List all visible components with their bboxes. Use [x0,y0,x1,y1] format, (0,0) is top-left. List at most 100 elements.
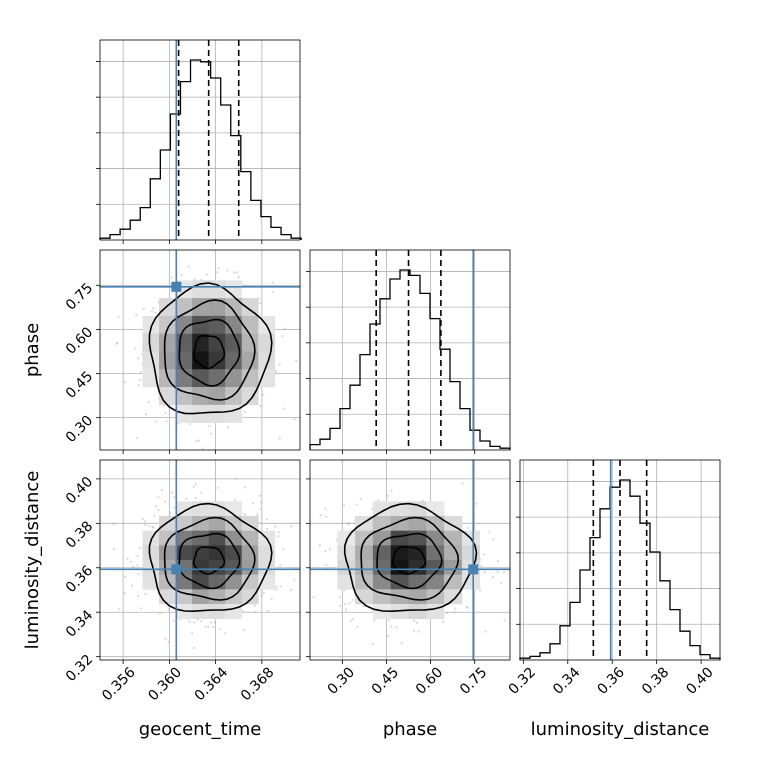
sample-point [243,512,246,516]
sample-point [194,482,197,486]
density-cell [208,604,226,619]
xaxis-label-phase: phase [383,719,437,740]
sample-point [373,619,376,622]
axes-frame-0-0 [99,39,301,241]
density-cell [142,545,160,561]
sample-point [265,527,269,531]
sample-point [503,619,506,622]
density-cell [208,280,226,299]
xtick-label-phase: 0.45 [369,664,402,697]
density-cell [225,545,243,561]
density-cell [258,351,276,370]
sample-point [194,497,198,500]
sample-point [325,563,328,567]
density-cell [192,560,209,575]
sample-point [136,594,140,598]
sample-point [389,625,393,628]
sample-point [343,589,346,592]
sample-point [180,273,183,277]
density-cell [159,333,176,352]
sample-point [278,437,281,440]
sample-point [188,620,192,624]
density-cell [208,387,226,406]
truth-marker [171,281,182,292]
ytick-label-luminosity_distance: 0.40 [63,474,96,507]
sample-point [466,606,469,610]
sample-point [344,602,347,606]
sample-point [338,595,342,599]
sample-point [197,439,201,442]
density-cell [159,315,176,334]
sample-point [295,359,298,363]
density-cell [192,545,209,561]
sample-point [347,522,350,526]
yaxis-label-phase: phase [22,323,43,377]
sample-point [318,544,321,547]
density-cell [225,333,243,352]
sample-point [279,585,282,588]
sample-point [277,530,281,534]
sample-point [466,526,470,530]
density-cell [208,298,226,317]
sample-point [262,591,265,594]
contour-level-4 [148,282,273,415]
sample-point [412,619,416,622]
sample-point [147,524,151,528]
density-cell [208,516,226,531]
yaxis-label-luminosity_distance: luminosity_distance [22,471,43,650]
density-cell [408,604,427,619]
sample-point [150,310,154,313]
sample-point [355,503,358,506]
sample-point [193,278,196,281]
sample-point [158,612,162,615]
sample-point [135,313,138,317]
sample-point [124,575,127,579]
density-cell [142,560,160,575]
sample-point [324,507,327,510]
sample-point [157,508,160,512]
sample-point [147,401,150,404]
density-cell [225,298,243,317]
sample-point [243,410,247,414]
sample-point [271,281,274,284]
sample-point [143,520,147,523]
sample-point [187,265,190,268]
sample-point [480,564,483,568]
truth-marker [171,564,182,575]
xtick-label-luminosity_distance: 0.34 [550,664,583,697]
density-cell [426,501,445,517]
density-cell [225,501,243,517]
density-cell [192,530,209,546]
sample-point [209,621,213,624]
ytick-label-phase: 0.30 [63,413,96,446]
sample-point [243,486,246,489]
density-cell [175,545,193,561]
sample-point [275,588,278,591]
ytick-label-luminosity_distance: 0.36 [63,563,96,596]
sample-point [219,628,222,631]
density-cell [159,351,176,370]
sample-point [342,504,346,507]
sample-point [371,643,374,646]
density-cell [372,545,392,561]
sample-point [172,619,175,622]
sample-point [390,489,393,492]
xaxis-label-geocent_time: geocent_time [139,719,262,740]
sample-point [344,608,348,611]
sample-point [167,640,170,644]
sample-point [208,425,211,428]
sample-point [496,559,500,563]
density-cell [159,545,176,561]
sample-point [500,581,503,585]
sample-point [324,515,328,519]
xtick-label-geocent_time: 0.364 [192,664,232,704]
xtick-label-geocent_time: 0.368 [238,664,278,704]
contour-level-1 [192,334,226,370]
sample-point [259,404,262,408]
sample-point [163,500,167,503]
sample-point [265,518,269,521]
sample-point [138,378,142,382]
sample-point [274,371,278,374]
sample-point [349,619,353,623]
density-cell [258,560,276,575]
